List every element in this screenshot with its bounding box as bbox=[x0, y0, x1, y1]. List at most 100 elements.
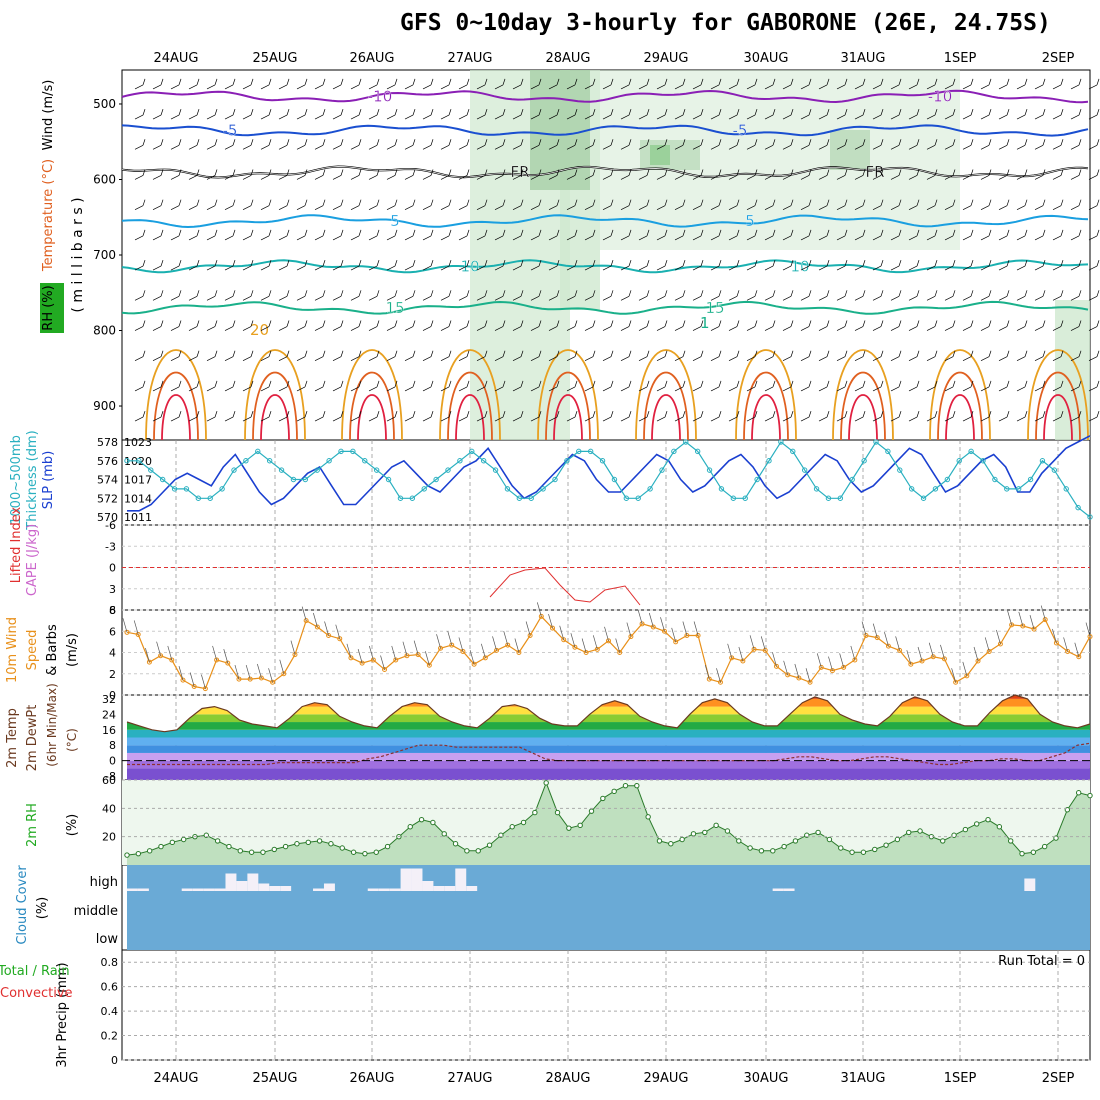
wind-barb bbox=[296, 144, 306, 150]
wind-barb bbox=[548, 84, 558, 90]
wind-barb bbox=[782, 235, 792, 241]
wind-barb bbox=[1088, 295, 1098, 301]
wind-barb bbox=[800, 356, 810, 362]
wind-barb bbox=[556, 259, 560, 267]
wind-barb bbox=[1078, 78, 1082, 85]
wind-barb bbox=[620, 175, 630, 180]
wind-barb bbox=[736, 259, 740, 267]
wind-barb bbox=[970, 350, 974, 357]
wind-barb bbox=[782, 84, 792, 90]
li-tick-label: 3 bbox=[109, 583, 116, 596]
wind-barb bbox=[458, 205, 468, 211]
wind-barb bbox=[296, 265, 306, 271]
wind-barb bbox=[682, 259, 686, 267]
wind-barb bbox=[754, 169, 758, 176]
wind-barb bbox=[304, 199, 308, 206]
wind-barb bbox=[1034, 265, 1044, 271]
wind-barb bbox=[898, 108, 902, 116]
wind-barb bbox=[872, 416, 882, 422]
wind-barb bbox=[494, 144, 504, 150]
cloud-bar-high bbox=[313, 888, 324, 891]
rh-point bbox=[600, 795, 606, 802]
wind-speed-point bbox=[1076, 654, 1082, 660]
wind-barb bbox=[314, 175, 324, 180]
wind-barb bbox=[296, 235, 306, 241]
wind-barb bbox=[260, 205, 270, 211]
wind-barb bbox=[250, 169, 254, 176]
wind-barb bbox=[898, 380, 902, 388]
wind-barb bbox=[1006, 199, 1010, 206]
wind-barb bbox=[610, 380, 614, 388]
wind-barb bbox=[448, 350, 452, 357]
wind-barb bbox=[980, 235, 990, 241]
wind-barb bbox=[1034, 295, 1044, 301]
wind-barb bbox=[1070, 356, 1080, 362]
wind-barb bbox=[304, 320, 308, 327]
top-date-label: 25AUG bbox=[252, 51, 297, 66]
cloud-bar-high bbox=[236, 881, 248, 891]
wind-barb bbox=[1060, 169, 1064, 176]
wind-barb bbox=[916, 139, 920, 146]
slp-tick-label: 1023 bbox=[124, 436, 152, 449]
rh-point bbox=[282, 843, 289, 850]
wind-barb bbox=[692, 326, 702, 331]
wind-barb bbox=[1016, 205, 1026, 211]
wind-barb bbox=[854, 416, 864, 422]
rh-point bbox=[1030, 849, 1037, 855]
wind-barb bbox=[728, 205, 738, 211]
thickness-point bbox=[1015, 486, 1022, 492]
wind-barb bbox=[782, 144, 792, 150]
wind-barb bbox=[944, 175, 954, 180]
wind-barb bbox=[844, 78, 848, 85]
slp-ylabel-thicksub: Thickness (dm) bbox=[25, 430, 40, 530]
wind-speed-point bbox=[247, 676, 253, 682]
wind-barb bbox=[998, 114, 1008, 120]
wind-barb bbox=[170, 326, 180, 331]
wind-barb bbox=[250, 380, 254, 388]
warm-contour bbox=[1043, 394, 1073, 441]
wind-barb bbox=[674, 295, 684, 301]
wind-barb bbox=[998, 295, 1008, 301]
wind-barb bbox=[602, 84, 612, 90]
wind-barb bbox=[872, 84, 882, 90]
wind-barb bbox=[332, 114, 342, 120]
wind-barb bbox=[494, 295, 504, 301]
wind-barb bbox=[772, 169, 776, 176]
wind-barb bbox=[682, 320, 686, 327]
wind-barb bbox=[764, 175, 774, 180]
rh-point bbox=[781, 843, 787, 850]
wind-barb bbox=[134, 416, 144, 422]
wind-barb bbox=[1070, 416, 1080, 422]
wind-barb bbox=[214, 108, 218, 116]
wind-speed-point bbox=[214, 657, 220, 663]
isotherm-label: FR bbox=[865, 163, 884, 181]
wind-barb bbox=[728, 144, 738, 150]
wind-barb bbox=[250, 259, 254, 267]
wind-barb bbox=[952, 380, 956, 388]
wind-barb bbox=[718, 411, 722, 418]
rh-point bbox=[815, 829, 821, 836]
wind-barb bbox=[268, 108, 272, 116]
cloud-bar-high bbox=[269, 886, 281, 891]
wind-barb bbox=[638, 144, 648, 150]
wind-barb-10m bbox=[189, 672, 195, 687]
wind-barb bbox=[458, 265, 468, 271]
wind-barb bbox=[340, 290, 344, 297]
wind-barb-10m bbox=[1074, 642, 1080, 657]
wind-barb bbox=[736, 199, 740, 206]
wind-barb bbox=[736, 229, 740, 237]
wind-barb bbox=[574, 320, 578, 327]
wind-barb bbox=[934, 229, 938, 237]
wind-barb bbox=[286, 139, 290, 146]
wind-barb bbox=[250, 350, 254, 357]
wind-barb bbox=[134, 175, 144, 180]
thickness-point bbox=[968, 448, 974, 455]
cloud-bar-high bbox=[137, 888, 149, 891]
thickness-tick-label: 570 bbox=[97, 511, 118, 524]
wind-speed-point bbox=[729, 655, 735, 661]
thickness-point bbox=[1075, 504, 1081, 511]
temp-color-band bbox=[127, 737, 1090, 746]
wind-barb bbox=[278, 175, 288, 180]
wind-barb bbox=[656, 175, 666, 180]
wind-barb bbox=[602, 205, 612, 211]
